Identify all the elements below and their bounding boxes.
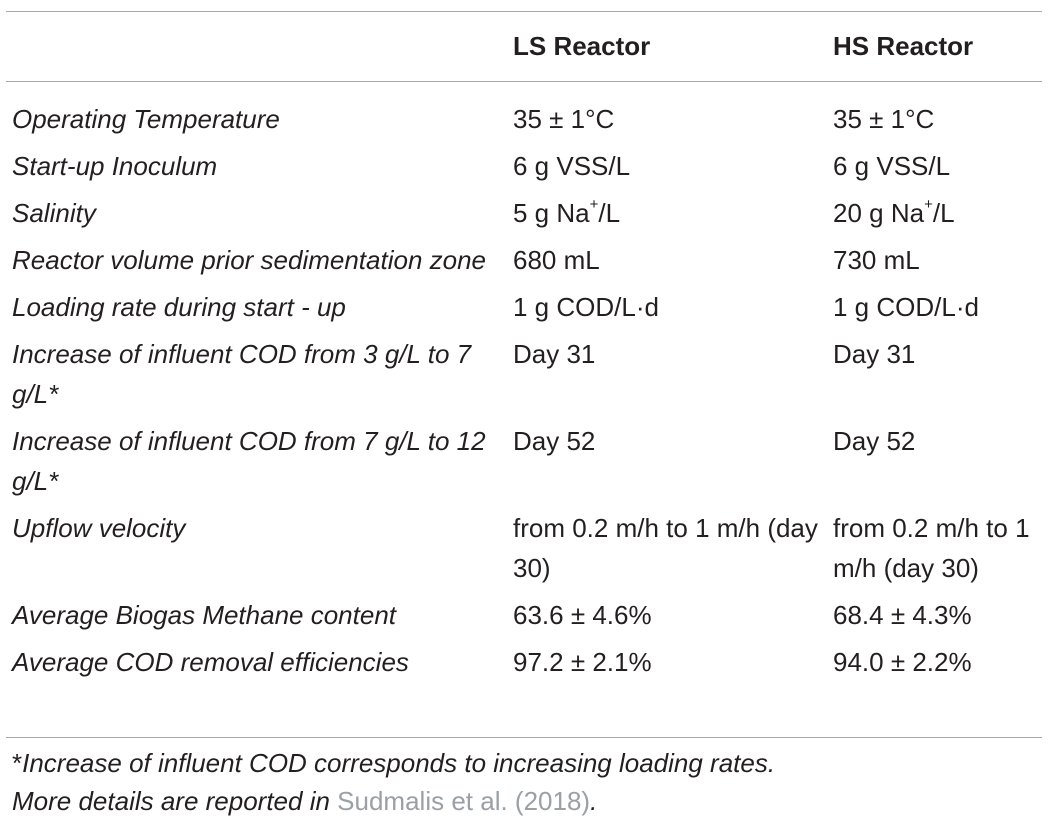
ls-value: 5 g Na+/L: [513, 196, 621, 228]
row-label: Start-up Inoculum: [12, 151, 218, 181]
ls-value: 97.2 ± 2.1%: [513, 647, 652, 677]
header-rule: [6, 81, 1042, 82]
column-header-hs-reactor: HS Reactor: [833, 31, 974, 61]
bottom-rule: [6, 737, 1042, 738]
table-footnote: *Increase of influent COD corresponds to…: [12, 744, 775, 820]
hs-value: 68.4 ± 4.3%: [833, 600, 972, 630]
row-label: Increase of influent COD from 7 g/L to 1…: [12, 426, 486, 496]
ls-value: Day 52: [513, 426, 596, 456]
hs-value: from 0.2 m/h to 1 m/h (day 30): [833, 513, 1030, 583]
reactor-parameters-table: Operating Temperature 35 ± 1°C 35 ± 1°C …: [12, 99, 1042, 689]
ls-value: 63.6 ± 4.6%: [513, 600, 652, 630]
row-label: Upflow velocity: [12, 513, 186, 543]
footnote-line-2: More details are reported in Sudmalis et…: [12, 786, 598, 816]
row-label: Reactor volume prior sedimentation zone: [12, 245, 487, 275]
footnote-asterisk: *: [12, 748, 23, 778]
ls-value: 680 mL: [513, 245, 600, 275]
table-row: Start-up Inoculum 6 g VSS/L 6 g VSS/L: [12, 146, 1042, 193]
hs-value: 1 g COD/L·d: [833, 292, 979, 322]
row-label: Increase of influent COD from 3 g/L to 7…: [12, 339, 472, 409]
hs-value: 20 g Na+/L: [833, 196, 955, 228]
table-row: Increase of influent COD from 3 g/L to 7…: [12, 334, 1042, 421]
ls-value: 35 ± 1°C: [513, 104, 615, 134]
row-label: Average Biogas Methane content: [12, 600, 397, 630]
superscript-plus: +: [589, 196, 599, 213]
table-row: Salinity 5 g Na+/L 20 g Na+/L: [12, 193, 1042, 240]
row-label: Salinity: [12, 198, 96, 228]
table-row: Operating Temperature 35 ± 1°C 35 ± 1°C: [12, 99, 1042, 146]
table-row: Average COD removal efficiencies 97.2 ± …: [12, 642, 1042, 689]
table-row: Average Biogas Methane content 63.6 ± 4.…: [12, 595, 1042, 642]
column-header-ls-reactor: LS Reactor: [513, 31, 651, 61]
hs-value: 35 ± 1°C: [833, 104, 935, 134]
table-row: Loading rate during start - up 1 g COD/L…: [12, 287, 1042, 334]
top-rule: [6, 11, 1042, 12]
table-row: Reactor volume prior sedimentation zone …: [12, 240, 1042, 287]
ls-value: from 0.2 m/h to 1 m/h (day 30): [513, 513, 818, 583]
table-row: Increase of influent COD from 7 g/L to 1…: [12, 421, 1042, 508]
superscript-plus: +: [924, 196, 933, 213]
row-label: Average COD removal efficiencies: [12, 647, 409, 677]
row-label: Operating Temperature: [12, 104, 280, 134]
citation-link[interactable]: Sudmalis et al. (2018): [337, 786, 591, 816]
ls-value: 6 g VSS/L: [513, 151, 631, 181]
hs-value: Day 52: [833, 426, 916, 456]
hs-value: 730 mL: [833, 245, 920, 275]
hs-value: Day 31: [833, 339, 916, 369]
footnote-line-1: *Increase of influent COD corresponds to…: [12, 748, 776, 778]
table-row: Upflow velocity from 0.2 m/h to 1 m/h (d…: [12, 508, 1042, 595]
row-label: Loading rate during start - up: [12, 292, 346, 322]
hs-value: 94.0 ± 2.2%: [833, 647, 972, 677]
ls-value: Day 31: [513, 339, 596, 369]
ls-value: 1 g COD/L·d: [513, 292, 659, 322]
hs-value: 6 g VSS/L: [833, 151, 951, 181]
